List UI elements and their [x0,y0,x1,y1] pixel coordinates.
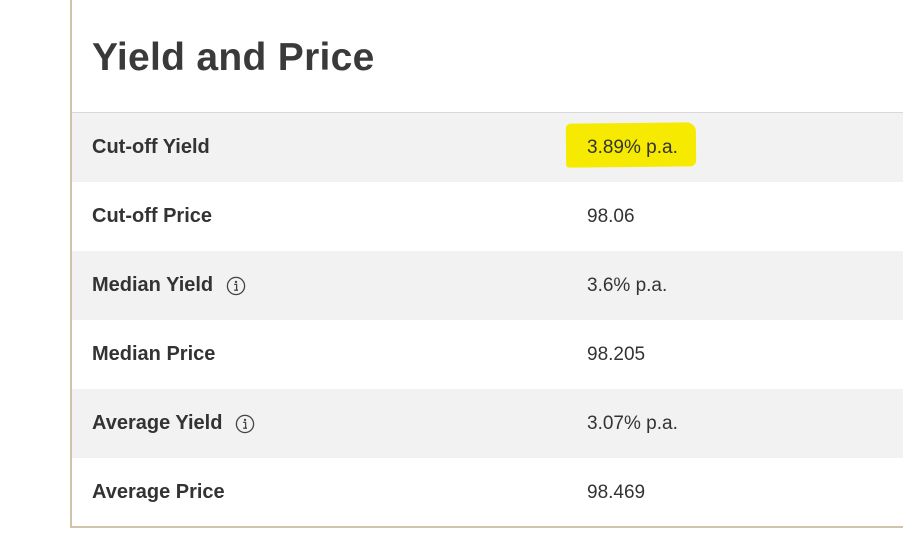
row-label: Cut-off Price [92,182,212,251]
row-value-text: 98.06 [587,205,635,227]
row-label: Median Yield [92,251,246,320]
row-label-text: Cut-off Price [92,205,212,227]
table-row-average-price: Average Price 98.469 [72,458,903,527]
title-divider [72,112,903,113]
row-label-text: Cut-off Yield [92,136,210,158]
row-value: 3.6% p.a. [587,251,667,320]
info-circle-icon[interactable] [226,276,246,296]
row-label-text: Average Price [92,481,225,503]
table-row-average-yield: Average Yield 3.07% p.a. [72,389,903,458]
table-row-median-yield: Median Yield 3.6% p.a. [72,251,903,320]
row-label-text: Average Yield [92,412,223,434]
row-label: Median Price [92,320,215,389]
row-label-text: Median Price [92,343,216,365]
row-label-text: Median Yield [92,274,214,296]
info-circle-icon[interactable] [235,414,255,434]
table-row-cutoff-price: Cut-off Price 98.06 [72,182,903,251]
row-value-text: 3.6% p.a. [587,274,668,296]
row-value: 3.89% p.a. [587,113,678,182]
yield-price-table: Cut-off Yield 3.89% p.a. Cut-off Price 9… [72,113,903,527]
row-value-text: 98.205 [587,343,646,365]
row-value-text: 98.469 [587,481,646,503]
row-label: Average Price [92,458,225,527]
row-value: 98.205 [587,320,645,389]
table-row-cutoff-yield: Cut-off Yield 3.89% p.a. [72,113,903,182]
yield-price-card: Yield and Price Cut-off Yield 3.89% p.a.… [70,0,903,528]
row-value-text: 3.07% p.a. [587,412,678,434]
section-title: Yield and Price [92,36,375,79]
row-value: 98.06 [587,182,635,251]
row-label: Cut-off Yield [92,113,210,182]
table-row-median-price: Median Price 98.205 [72,320,903,389]
row-label: Average Yield [92,389,255,458]
row-value: 3.07% p.a. [587,389,678,458]
row-value-text: 3.89% p.a. [587,136,678,158]
row-value: 98.469 [587,458,645,527]
